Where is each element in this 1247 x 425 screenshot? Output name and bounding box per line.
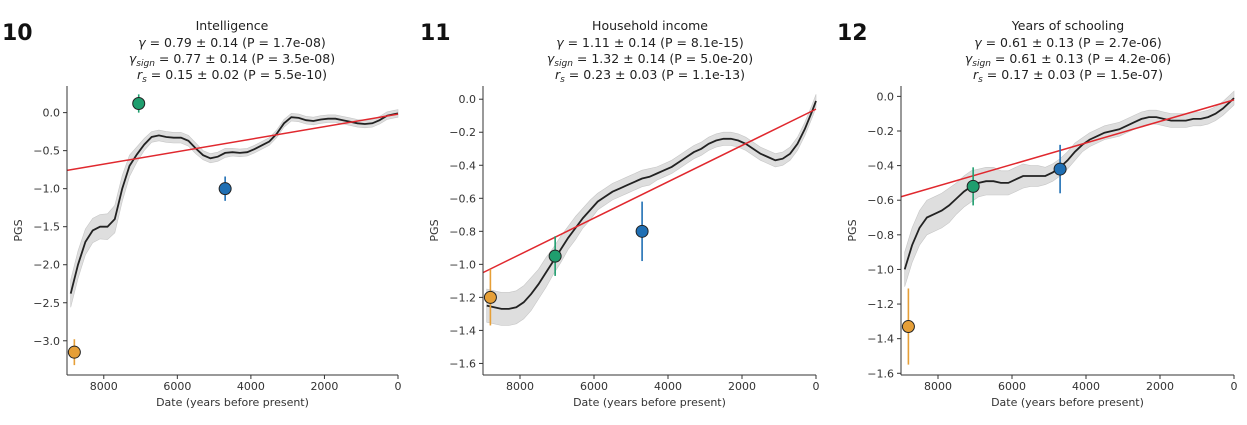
y-tick-label: −3.0	[33, 335, 60, 348]
y-tick-label: −1.4	[867, 333, 894, 346]
data-point	[67, 345, 81, 359]
panel-letter: 11	[420, 21, 451, 46]
chart-panel-11: 11 Household income γ = 1.11 ± 0.14 (P = 8…	[420, 18, 820, 409]
stats-line: rs = 0.23 ± 0.03 (P = 1.1e-13)	[555, 67, 745, 85]
y-tick-label: −0.8	[867, 229, 894, 242]
y-tick-label: −2.5	[33, 297, 60, 310]
stats-line: γ = 1.11 ± 0.14 (P = 8.1e-15)	[556, 35, 744, 50]
data-point	[966, 179, 980, 193]
y-tick-label: −0.4	[449, 159, 476, 172]
y-tick-label: −0.6	[867, 194, 894, 207]
y-tick-label: 0.0	[43, 107, 61, 120]
x-tick-label: 2000	[728, 380, 756, 393]
y-tick-label: −0.2	[449, 126, 476, 139]
data-point	[218, 182, 232, 196]
fit-line	[66, 113, 399, 172]
x-tick-label: 4000	[1072, 380, 1100, 393]
stats-line: γsign = 0.77 ± 0.14 (P = 3.5e-08)	[129, 51, 335, 69]
x-tick-label: 8000	[90, 380, 118, 393]
x-axis-label: Date (years before present)	[156, 396, 309, 409]
x-tick-label: 8000	[924, 380, 952, 393]
y-tick-label: −0.6	[449, 192, 476, 205]
y-tick-label: 0.0	[877, 90, 895, 103]
y-tick-label: −1.6	[867, 367, 894, 380]
x-tick-label: 6000	[998, 380, 1026, 393]
y-tick-label: −1.6	[449, 357, 476, 370]
y-tick-label: −1.2	[449, 291, 476, 304]
y-tick-label: −2.0	[33, 259, 60, 272]
stats-line: γsign = 0.61 ± 0.13 (P = 4.2e-06)	[965, 51, 1171, 69]
y-tick-label: −1.5	[33, 221, 60, 234]
stats-line: γ = 0.79 ± 0.14 (P = 1.7e-08)	[138, 35, 326, 50]
stats-line: rs = 0.15 ± 0.02 (P = 5.5e-10)	[137, 67, 327, 85]
y-tick-label: −1.2	[867, 298, 894, 311]
x-axis-label: Date (years before present)	[991, 396, 1144, 409]
x-tick-label: 2000	[310, 380, 338, 393]
y-axis-label: PGS	[846, 219, 859, 241]
smooth-line	[903, 97, 1235, 270]
confidence-band	[486, 94, 817, 326]
stats-line: γsign = 1.32 ± 0.14 (P = 5.0e-20)	[547, 51, 753, 69]
panel-letter: 12	[837, 21, 868, 46]
chart-title: Years of schooling	[1011, 18, 1124, 33]
y-tick-label: −0.4	[867, 160, 894, 173]
smooth-line	[486, 100, 817, 310]
x-tick-label: 6000	[163, 380, 191, 393]
data-point	[132, 96, 146, 110]
y-tick-label: −0.8	[449, 225, 476, 238]
y-tick-label: −1.0	[33, 183, 60, 196]
panel-letter: 10	[2, 21, 33, 46]
y-tick-label: −0.2	[867, 125, 894, 138]
x-tick-label: 6000	[580, 380, 608, 393]
y-axis-label: PGS	[12, 219, 25, 241]
x-tick-label: 4000	[654, 380, 682, 393]
x-tick-label: 0	[395, 380, 402, 393]
x-tick-label: 0	[1231, 380, 1238, 393]
data-point	[483, 290, 497, 304]
y-axis-label: PGS	[428, 219, 441, 241]
x-axis-label: Date (years before present)	[573, 396, 726, 409]
x-tick-label: 4000	[237, 380, 265, 393]
y-tick-label: −0.5	[33, 145, 60, 158]
x-tick-label: 8000	[506, 380, 534, 393]
chart-title: Household income	[592, 18, 708, 33]
fit-line	[482, 108, 817, 274]
data-point	[1053, 162, 1067, 176]
data-point	[635, 224, 649, 238]
chart-panel-10: 10 Intelligence γ = 0.79 ± 0.14 (P = 1.7e-…	[2, 18, 402, 409]
chart-title: Intelligence	[196, 18, 269, 33]
y-tick-label: −1.4	[449, 324, 476, 337]
stats-line: γ = 0.61 ± 0.13 (P = 2.7e-06)	[974, 35, 1162, 50]
fit-line	[900, 99, 1235, 198]
x-tick-label: 2000	[1146, 380, 1174, 393]
data-point	[548, 249, 562, 263]
stats-line: rs = 0.17 ± 0.03 (P = 1.5e-07)	[973, 67, 1163, 85]
y-tick-label: −1.0	[449, 258, 476, 271]
confidence-band	[70, 109, 399, 308]
y-tick-label: 0.0	[459, 93, 477, 106]
y-tick-label: −1.0	[867, 263, 894, 276]
data-point	[901, 320, 915, 334]
x-tick-label: 0	[813, 380, 820, 393]
chart-panel-12: 12 Years of schooling γ = 0.61 ± 0.13 (P =…	[837, 18, 1238, 409]
smooth-line	[69, 112, 399, 294]
